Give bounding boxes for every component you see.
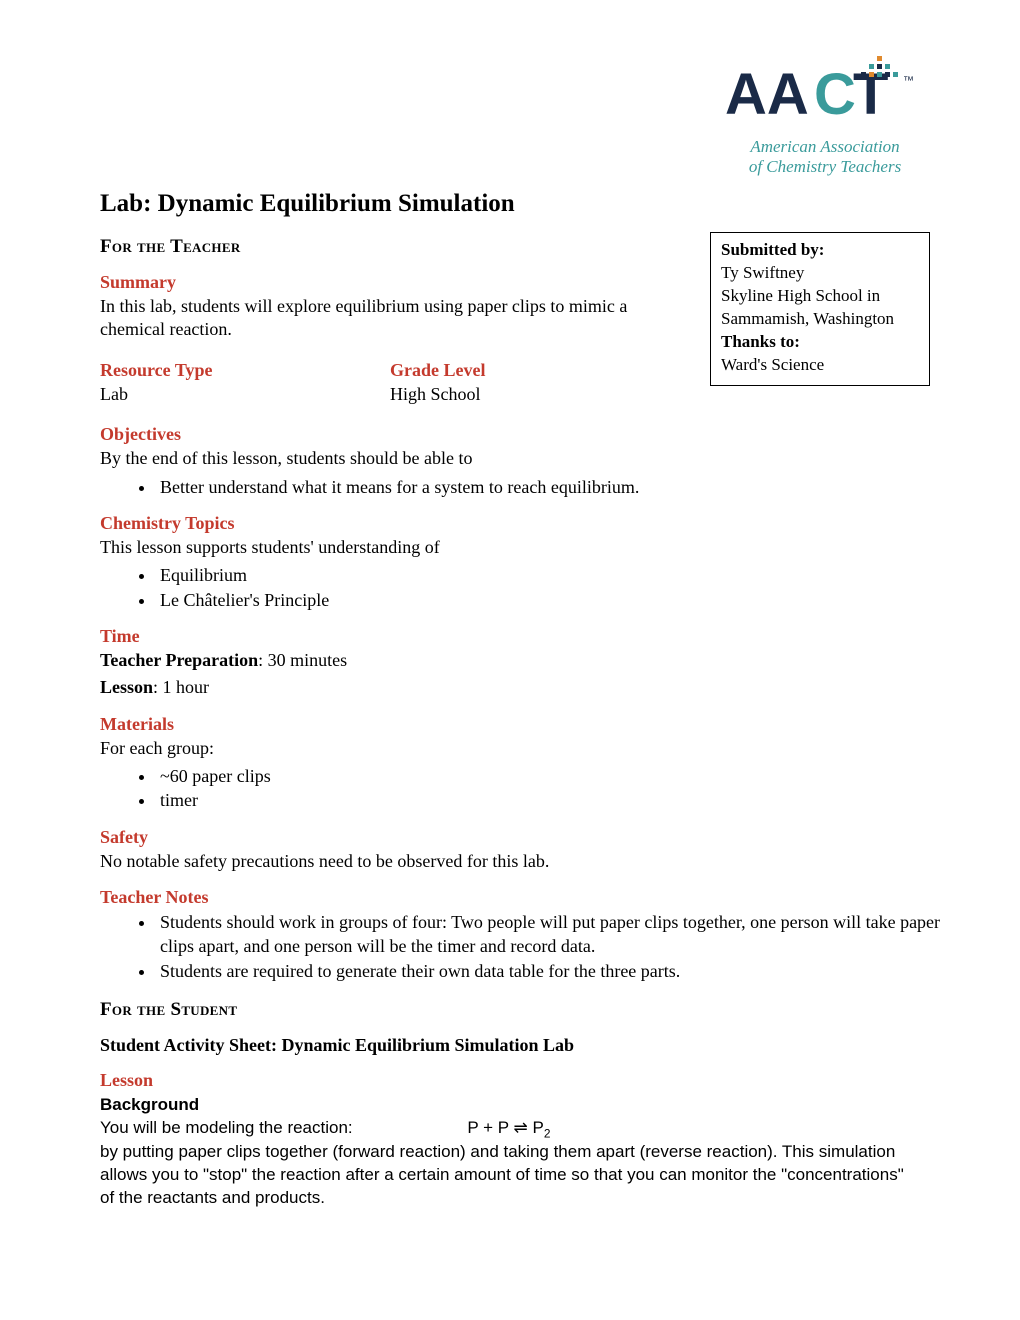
grade-level-heading: Grade Level bbox=[390, 360, 680, 381]
svg-text:T: T bbox=[853, 62, 888, 127]
logo-block: AA C T ™ American Association of Chemist… bbox=[720, 50, 930, 176]
summary-text: In this lab, students will explore equil… bbox=[100, 295, 660, 342]
submitted-by-box: Submitted by: Ty Swiftney Skyline High S… bbox=[710, 232, 930, 386]
logo-subtitle: American Association of Chemistry Teache… bbox=[720, 137, 930, 176]
background-rest: by putting paper clips together (forward… bbox=[100, 1141, 920, 1210]
for-the-teacher-heading: For the Teacher bbox=[100, 236, 660, 258]
grade-level-value: High School bbox=[390, 383, 680, 406]
thanks-to-label: Thanks to: bbox=[721, 331, 919, 354]
safety-text: No notable safety precautions need to be… bbox=[100, 850, 920, 873]
aact-logo: AA C T ™ bbox=[725, 50, 925, 135]
submitted-by-label: Submitted by: bbox=[721, 239, 919, 262]
objectives-heading: Objectives bbox=[100, 424, 660, 445]
submitted-by-name: Ty Swiftney bbox=[721, 262, 919, 285]
list-item: Equilibrium bbox=[156, 563, 660, 587]
time-lesson: Lesson: 1 hour bbox=[100, 676, 660, 699]
resource-type-value: Lab bbox=[100, 383, 390, 406]
list-item: Students are required to generate their … bbox=[156, 959, 976, 983]
objectives-intro: By the end of this lesson, students shou… bbox=[100, 447, 920, 470]
objectives-list: Better understand what it means for a sy… bbox=[100, 475, 976, 499]
background-model-text: You will be modeling the reaction: bbox=[100, 1118, 353, 1137]
grade-level-block: Grade Level High School bbox=[390, 346, 680, 410]
time-prep-value: : 30 minutes bbox=[258, 650, 347, 670]
thanks-to-value: Ward's Science bbox=[721, 354, 919, 377]
reaction-equation: P + P ⇌ P2 bbox=[467, 1117, 550, 1141]
materials-list: ~60 paper clips timer bbox=[100, 764, 660, 813]
safety-heading: Safety bbox=[100, 827, 660, 848]
teacher-notes-list: Students should work in groups of four: … bbox=[100, 910, 976, 983]
summary-heading: Summary bbox=[100, 272, 660, 293]
resource-type-block: Resource Type Lab bbox=[100, 346, 390, 410]
background-line1: You will be modeling the reaction: P + P… bbox=[100, 1117, 920, 1141]
page-title: Lab: Dynamic Equilibrium Simulation bbox=[100, 190, 660, 218]
page: AA C T ™ American Association of Chemist… bbox=[0, 0, 1020, 1320]
main-column: Lab: Dynamic Equilibrium Simulation For … bbox=[100, 190, 660, 1210]
svg-text:C: C bbox=[814, 62, 856, 127]
list-item: Better understand what it means for a sy… bbox=[156, 475, 976, 499]
lesson-heading: Lesson bbox=[100, 1070, 660, 1091]
time-prep: Teacher Preparation: 30 minutes bbox=[100, 649, 660, 672]
logo-subtitle-line2: of Chemistry Teachers bbox=[749, 157, 901, 176]
activity-sheet-heading: Student Activity Sheet: Dynamic Equilibr… bbox=[100, 1035, 920, 1056]
list-item: Le Châtelier's Principle bbox=[156, 588, 660, 612]
list-item: ~60 paper clips bbox=[156, 764, 660, 788]
for-the-student-heading: For the Student bbox=[100, 999, 660, 1021]
materials-intro: For each group: bbox=[100, 737, 660, 760]
time-heading: Time bbox=[100, 626, 660, 647]
submitted-by-school: Skyline High School in Sammamish, Washin… bbox=[721, 285, 919, 331]
time-prep-label: Teacher Preparation bbox=[100, 650, 258, 670]
svg-text:™: ™ bbox=[903, 75, 914, 87]
teacher-notes-heading: Teacher Notes bbox=[100, 887, 660, 908]
background-heading: Background bbox=[100, 1095, 660, 1115]
list-item: Students should work in groups of four: … bbox=[156, 910, 976, 959]
chemistry-topics-list: Equilibrium Le Châtelier's Principle bbox=[100, 563, 660, 612]
time-lesson-label: Lesson bbox=[100, 677, 153, 697]
chemistry-topics-intro: This lesson supports students' understan… bbox=[100, 536, 920, 559]
list-item: timer bbox=[156, 788, 660, 812]
materials-heading: Materials bbox=[100, 714, 660, 735]
resource-grade-row: Resource Type Lab Grade Level High Schoo… bbox=[100, 346, 680, 410]
resource-type-heading: Resource Type bbox=[100, 360, 390, 381]
logo-subtitle-line1: American Association bbox=[750, 137, 899, 156]
svg-text:AA: AA bbox=[725, 62, 809, 127]
time-lesson-value: : 1 hour bbox=[153, 677, 209, 697]
chemistry-topics-heading: Chemistry Topics bbox=[100, 513, 660, 534]
